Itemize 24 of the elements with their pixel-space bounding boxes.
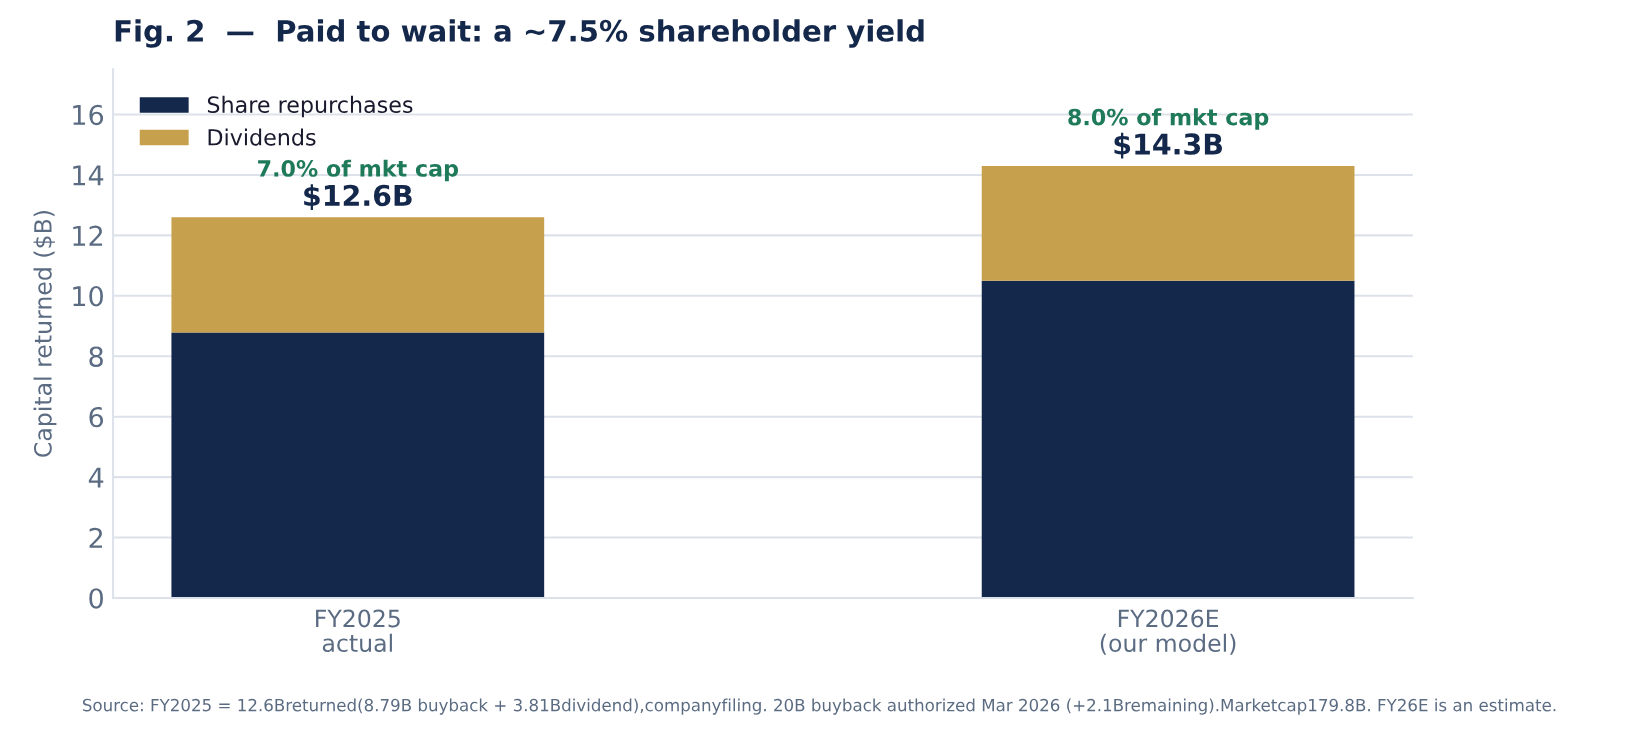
bar xyxy=(171,217,545,333)
annotation: 7.0% of mkt cap xyxy=(258,159,459,182)
bar xyxy=(171,332,545,598)
y-tick-label: 16 xyxy=(73,104,104,126)
total-label: $14.3B xyxy=(1114,132,1222,159)
legend-label: Share repurchases xyxy=(207,95,413,118)
source-note: Source: FY2025 = 12.6Breturned(8.79B buyback + 3.81Bdividend),companyfiling. 20B buyback authorized Mar 2026 (+2.1Bremaining).Marketcap179.8B. FY26E is an estimate. xyxy=(82,698,1556,715)
legend-label: Dividends xyxy=(208,128,316,146)
bar xyxy=(981,280,1355,598)
y-tick-label: 2 xyxy=(89,527,103,548)
bar xyxy=(981,165,1355,281)
y-tick-label: 0 xyxy=(89,588,103,609)
y-tick-label: 8 xyxy=(89,346,103,367)
y-tick-label: 14 xyxy=(73,165,104,186)
x-tick-label: FY2026E (our model) xyxy=(1100,609,1236,655)
annotation: 8.0% of mkt cap xyxy=(1068,108,1269,130)
y-tick-label: 6 xyxy=(89,406,104,428)
chart-title: Fig. 2 — Paid to wait: a ~7.5% shareholder yield xyxy=(115,19,924,48)
y-tick-label: 12 xyxy=(73,225,103,246)
y-tick-label: 10 xyxy=(73,286,103,307)
total-label: $12.6B xyxy=(304,184,412,210)
y-axis-title: Capital returned ($B) xyxy=(33,211,57,457)
y-tick-label: 4 xyxy=(88,467,104,488)
x-tick-label: FY2025 actual xyxy=(316,609,400,653)
